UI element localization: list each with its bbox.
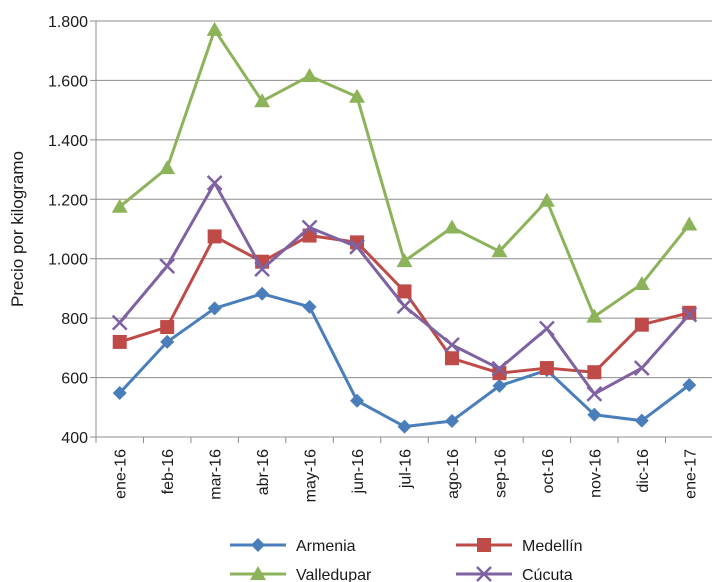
legend-marker-2 [250,566,266,580]
point-1-6 [397,284,412,299]
legend-item-3: Cúcuta [456,566,573,582]
point-1-12 [682,305,697,320]
point-3-5 [349,238,365,255]
point-1-9 [539,361,554,376]
point-0-8 [492,378,507,393]
point-2-7 [443,219,460,234]
series-0 [112,286,697,434]
point-2-11 [633,275,650,290]
x-tick-label-9: oct-16 [540,449,557,494]
point-3-11 [633,360,650,376]
y-tick-label-6: 1.600 [48,73,88,90]
point-2-6 [396,253,413,268]
legend-marker-0 [251,538,265,552]
point-3-1 [159,258,176,275]
legend-label-0: Armenia [296,538,356,555]
point-3-2 [206,175,223,191]
point-2-2 [206,21,223,36]
x-tick-label-0: ene-16 [113,449,130,499]
legend-marker-3 [476,566,492,582]
x-tick-label-3: abr-16 [255,449,272,495]
x-tick-label-4: may-16 [303,449,320,502]
y-tick-label-3: 1.000 [48,252,88,269]
legend-item-0: Armenia [230,538,356,555]
series-group [111,21,698,434]
point-0-7 [444,413,459,428]
x-tick-labels: ene-16 feb-16 mar-16 abr-16 may-16 jun-16 jul-… [113,449,700,502]
y-tick-label-2: 800 [61,311,88,328]
point-3-9 [539,320,555,337]
point-3-4 [301,219,318,236]
legend-label-3: Cúcuta [522,567,573,582]
x-tick-label-12: ene-17 [682,449,699,499]
legend-label-1: Medellín [522,538,582,555]
point-0-4 [302,299,317,314]
x-tick-label-8: sep-16 [492,449,509,498]
point-0-12 [682,378,697,392]
series-2 [111,21,698,323]
point-3-0 [111,314,128,331]
point-0-5 [350,393,365,408]
point-1-7 [444,351,459,366]
y-tick-label-1: 600 [61,371,88,388]
y-tick-label-5: 1.400 [48,133,88,150]
point-1-1 [160,320,175,335]
legend-label-2: Valledupar [296,567,372,582]
point-3-8 [491,360,508,377]
point-3-7 [444,337,460,353]
legend-marker-1 [477,538,491,552]
legend-item-1: Medellín [456,538,582,555]
point-2-5 [349,88,366,103]
point-0-2 [207,301,222,316]
point-2-0 [111,198,128,213]
point-0-3 [255,286,270,301]
x-tick-label-7: ago-16 [445,449,462,499]
legend: Armenia Medellín Valledupar Cúcuta [230,538,582,582]
x-tick-label-2: mar-16 [208,449,225,500]
point-3-6 [396,298,413,315]
point-0-10 [587,407,602,422]
series-line-0 [118,292,691,429]
point-0-11 [634,413,649,428]
series-3 [111,175,698,402]
y-tick-label-4: 1.200 [48,192,88,209]
point-2-1 [159,160,176,175]
point-3-10 [586,386,603,402]
point-2-4 [301,67,318,82]
point-0-6 [397,419,412,434]
legend-item-2: Valledupar [230,566,372,582]
y-tick-label-0: 400 [61,430,88,447]
point-1-0 [112,334,127,349]
x-tick-label-5: jun-16 [350,449,367,495]
series-line-2 [118,28,691,319]
point-1-8 [492,366,507,381]
x-tick-label-11: dic-16 [635,449,652,493]
x-tick-label-10: nov-16 [587,449,604,498]
axes [90,20,712,443]
point-0-0 [112,386,127,401]
point-2-3 [254,93,271,108]
point-3-12 [681,306,698,323]
point-1-11 [634,317,649,332]
y-tick-label-7: 1.800 [48,14,88,31]
point-1-10 [587,365,602,380]
point-2-9 [538,192,555,207]
y-tick-labels: 400 600 800 1.000 1.200 1.400 1.600 1.800 [48,14,88,447]
x-tick-label-6: jul-16 [398,449,415,489]
point-2-8 [491,243,508,258]
point-3-3 [254,261,270,277]
x-tick-label-1: feb-16 [160,449,177,494]
point-2-10 [586,308,603,323]
point-2-12 [681,216,698,231]
point-1-2 [207,229,222,244]
y-axis-title: Precio por kilogramo [8,151,27,307]
point-0-1 [160,334,175,349]
